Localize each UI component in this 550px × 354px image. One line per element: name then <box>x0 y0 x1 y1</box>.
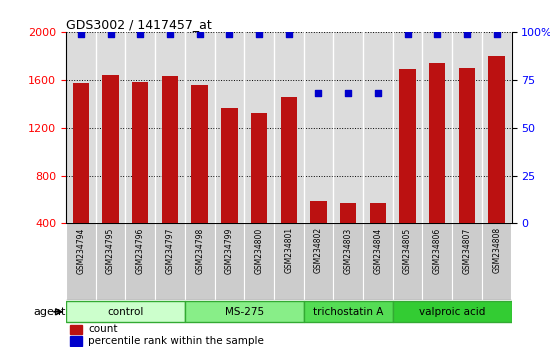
Text: GSM234795: GSM234795 <box>106 227 115 274</box>
Point <box>255 31 263 36</box>
Text: valproic acid: valproic acid <box>419 307 485 317</box>
Text: GSM234803: GSM234803 <box>344 227 353 274</box>
FancyBboxPatch shape <box>66 301 185 322</box>
FancyBboxPatch shape <box>393 301 512 322</box>
Bar <box>304 32 333 223</box>
Bar <box>304 223 333 300</box>
Text: GSM234799: GSM234799 <box>225 227 234 274</box>
Bar <box>214 32 244 223</box>
Point <box>403 31 412 36</box>
Text: GSM234796: GSM234796 <box>136 227 145 274</box>
Text: percentile rank within the sample: percentile rank within the sample <box>88 336 264 346</box>
Point <box>433 31 442 36</box>
Bar <box>310 201 327 272</box>
Bar <box>333 32 363 223</box>
Text: GSM234802: GSM234802 <box>314 227 323 273</box>
Point <box>76 31 85 36</box>
Point <box>136 31 145 36</box>
Bar <box>96 32 125 223</box>
Text: control: control <box>107 307 144 317</box>
Bar <box>459 68 475 272</box>
Text: GSM234807: GSM234807 <box>463 227 471 274</box>
Point <box>225 31 234 36</box>
Point <box>463 31 471 36</box>
Point <box>284 31 293 36</box>
Bar <box>102 75 119 272</box>
Bar <box>66 32 96 223</box>
Bar <box>393 223 422 300</box>
Point <box>195 31 204 36</box>
Bar <box>214 223 244 300</box>
Bar <box>333 223 363 300</box>
Text: GSM234801: GSM234801 <box>284 227 293 273</box>
Bar <box>162 76 178 272</box>
Bar <box>280 97 297 272</box>
Text: GSM234794: GSM234794 <box>76 227 85 274</box>
Bar <box>370 203 386 272</box>
Text: GSM234798: GSM234798 <box>195 227 204 274</box>
Bar <box>125 223 155 300</box>
Bar <box>452 223 482 300</box>
FancyBboxPatch shape <box>304 301 393 322</box>
Bar <box>70 325 81 334</box>
Bar <box>73 83 89 272</box>
Point <box>492 31 501 36</box>
Bar <box>482 32 512 223</box>
Text: trichostatin A: trichostatin A <box>313 307 383 317</box>
Point <box>344 90 353 96</box>
Text: agent: agent <box>34 307 66 317</box>
Bar <box>191 85 208 272</box>
Point <box>106 31 115 36</box>
Bar <box>251 113 267 272</box>
Bar <box>70 336 81 346</box>
Text: GSM234806: GSM234806 <box>433 227 442 274</box>
Bar <box>274 223 304 300</box>
Bar <box>363 223 393 300</box>
Bar <box>422 32 452 223</box>
Bar <box>393 32 422 223</box>
Bar <box>340 203 356 272</box>
Bar <box>132 82 148 272</box>
Text: GDS3002 / 1417457_at: GDS3002 / 1417457_at <box>66 18 212 31</box>
Text: count: count <box>88 324 118 335</box>
Bar <box>488 56 505 272</box>
Bar <box>274 32 304 223</box>
Bar <box>399 69 416 272</box>
Bar <box>96 223 125 300</box>
Point <box>373 90 382 96</box>
Bar <box>66 223 96 300</box>
Bar <box>422 223 452 300</box>
Point <box>314 90 323 96</box>
Text: MS-275: MS-275 <box>224 307 264 317</box>
Bar <box>221 108 238 272</box>
Text: GSM234808: GSM234808 <box>492 227 501 273</box>
Text: GSM234805: GSM234805 <box>403 227 412 274</box>
Point <box>166 31 174 36</box>
Bar <box>244 32 274 223</box>
Bar <box>244 223 274 300</box>
FancyBboxPatch shape <box>185 301 304 322</box>
Text: GSM234797: GSM234797 <box>166 227 174 274</box>
Bar <box>482 223 512 300</box>
Bar <box>155 32 185 223</box>
Text: GSM234804: GSM234804 <box>373 227 382 274</box>
Bar <box>155 223 185 300</box>
Bar <box>185 223 214 300</box>
Bar <box>363 32 393 223</box>
Bar <box>185 32 214 223</box>
Bar <box>125 32 155 223</box>
Bar <box>429 63 446 272</box>
Text: GSM234800: GSM234800 <box>255 227 263 274</box>
Bar <box>452 32 482 223</box>
